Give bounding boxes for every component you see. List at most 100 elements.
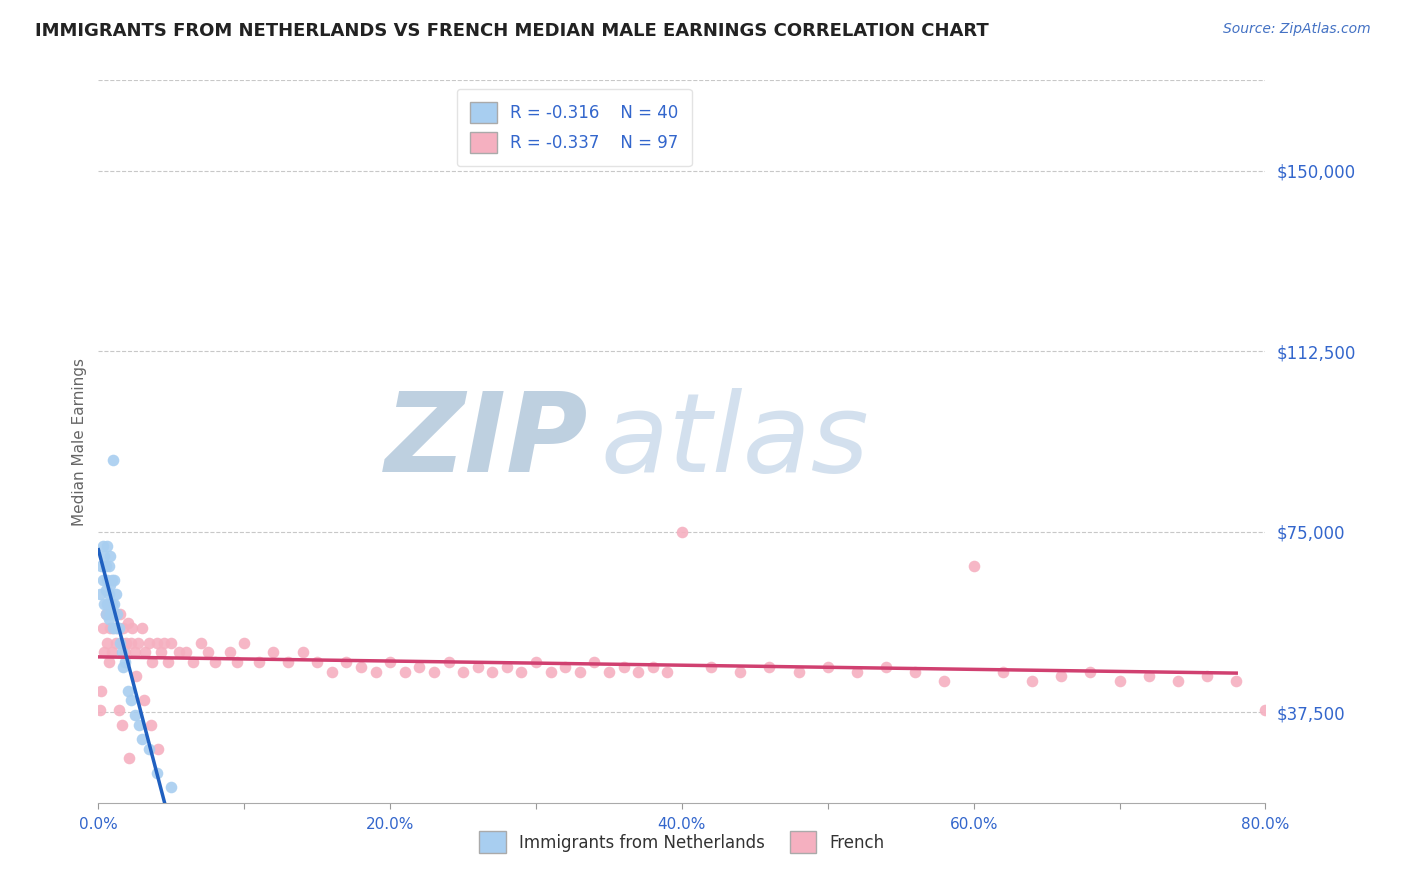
Point (991, 665, 1014, 679)
Point (103, 573, 125, 587)
Point (146, 635, 169, 649)
Point (104, 587, 127, 601)
Point (350, 659, 373, 673)
Point (117, 683, 139, 698)
Point (97, 587, 120, 601)
Point (408, 659, 430, 673)
Point (108, 621, 131, 635)
Point (583, 655, 606, 669)
Point (641, 659, 664, 673)
Point (167, 645, 190, 659)
Point (139, 717, 162, 731)
Point (112, 621, 135, 635)
Point (94, 582, 117, 597)
Point (671, 524, 693, 539)
Point (934, 674, 956, 689)
Point (730, 665, 752, 679)
Point (277, 655, 299, 669)
Point (100, 597, 122, 611)
Point (138, 741, 160, 756)
Point (904, 665, 927, 679)
Point (540, 665, 562, 679)
Point (94, 558, 117, 573)
Point (110, 607, 132, 621)
Point (568, 665, 591, 679)
Point (226, 655, 249, 669)
Point (98, 549, 121, 563)
Point (758, 659, 780, 673)
Point (153, 635, 176, 649)
Point (100, 573, 122, 587)
Point (111, 717, 134, 731)
Point (120, 693, 142, 707)
Point (657, 665, 679, 679)
Point (90, 683, 112, 698)
Point (1225, 674, 1247, 689)
Point (146, 765, 169, 780)
Text: atlas: atlas (600, 388, 869, 495)
Point (218, 645, 240, 659)
Point (96, 597, 118, 611)
Point (98, 621, 121, 635)
Point (91, 621, 114, 635)
Point (104, 635, 127, 649)
Point (111, 635, 134, 649)
Point (380, 655, 402, 669)
Point (962, 558, 984, 573)
Point (174, 645, 197, 659)
Point (93, 549, 115, 563)
Point (394, 665, 416, 679)
Point (115, 635, 138, 649)
Point (101, 621, 124, 635)
Point (98, 578, 121, 592)
Point (181, 655, 204, 669)
Point (787, 665, 810, 679)
Text: ZIP: ZIP (385, 388, 589, 495)
Y-axis label: Median Male Earnings: Median Male Earnings (72, 358, 87, 525)
Point (101, 452, 124, 467)
Point (127, 635, 149, 649)
Point (101, 621, 124, 635)
Point (1137, 669, 1160, 683)
Point (1021, 674, 1043, 689)
Point (111, 645, 134, 659)
Point (128, 717, 150, 731)
Point (1195, 669, 1218, 683)
Point (627, 665, 650, 679)
Point (262, 645, 284, 659)
Point (124, 707, 146, 722)
Point (108, 703, 131, 717)
Point (114, 645, 136, 659)
Point (141, 655, 163, 669)
Point (114, 655, 136, 669)
Point (496, 659, 519, 673)
Point (96, 539, 118, 553)
Point (117, 616, 139, 631)
Point (124, 645, 146, 659)
Point (364, 665, 387, 679)
Point (125, 669, 148, 683)
Point (104, 621, 127, 635)
Point (875, 659, 897, 673)
Point (100, 645, 122, 659)
Point (291, 645, 314, 659)
Point (321, 665, 343, 679)
Point (90, 558, 112, 573)
Point (120, 635, 142, 649)
Point (91, 573, 114, 587)
Point (93, 645, 115, 659)
Text: IMMIGRANTS FROM NETHERLANDS VS FRENCH MEDIAN MALE EARNINGS CORRELATION CHART: IMMIGRANTS FROM NETHERLANDS VS FRENCH ME… (35, 22, 988, 40)
Point (131, 621, 153, 635)
Point (1254, 703, 1277, 717)
Point (197, 645, 219, 659)
Point (94, 607, 117, 621)
Point (118, 751, 141, 765)
Point (1050, 669, 1073, 683)
Legend: Immigrants from Netherlands, French: Immigrants from Netherlands, French (472, 825, 891, 860)
Point (105, 607, 128, 621)
Point (134, 645, 156, 659)
Point (307, 655, 329, 669)
Point (1080, 665, 1102, 679)
Point (423, 665, 446, 679)
Point (110, 635, 132, 649)
